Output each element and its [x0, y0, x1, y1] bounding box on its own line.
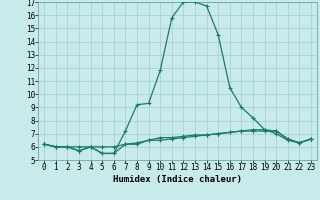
X-axis label: Humidex (Indice chaleur): Humidex (Indice chaleur) — [113, 175, 242, 184]
